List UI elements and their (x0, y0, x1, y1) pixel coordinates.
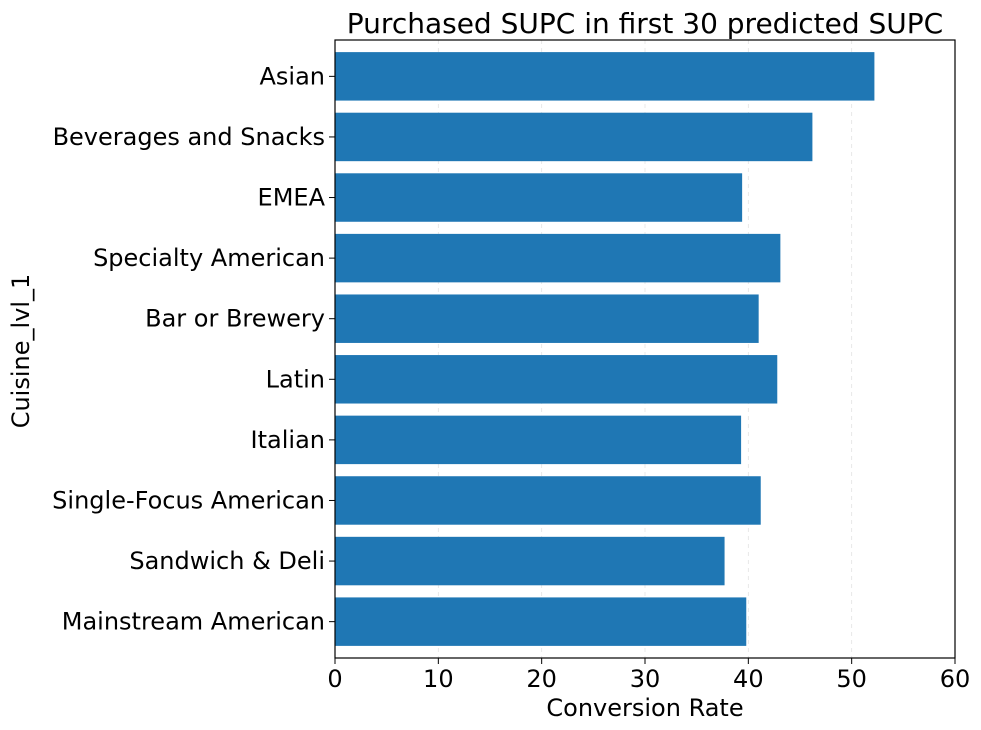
bar (335, 355, 778, 404)
bar (335, 233, 781, 283)
bar (335, 597, 747, 646)
x-tick-label: 50 (836, 665, 867, 693)
bar (335, 52, 875, 101)
y-tick-labels: Asian Beverages and Snacks EMEA Specialty A… (52, 62, 335, 636)
x-tick-label: 20 (526, 665, 557, 693)
bar (335, 112, 813, 162)
x-tick-label: 40 (733, 665, 764, 693)
bar (335, 536, 725, 586)
y-tick-label: Italian (251, 426, 325, 454)
y-tick-label: Sandwich & Deli (129, 547, 325, 575)
y-tick-label: Specialty American (93, 244, 325, 272)
y-tick-label: Latin (266, 365, 325, 393)
x-tick-label: 0 (327, 665, 342, 693)
bar (335, 294, 759, 343)
bar (335, 415, 742, 465)
y-tick-label: Mainstream American (62, 608, 325, 636)
x-tick-label: 30 (630, 665, 661, 693)
bar (335, 476, 761, 525)
y-tick-label: Single-Focus American (52, 486, 325, 514)
y-tick-label: EMEA (258, 184, 326, 212)
bars (335, 52, 875, 646)
y-axis-label: Cuisine_lvl_1 (7, 274, 35, 429)
y-tick-label: Bar or Brewery (145, 305, 325, 333)
x-axis-label: Conversion Rate (546, 694, 743, 722)
x-tick-labels: 0 10 20 30 40 50 60 (327, 658, 970, 693)
x-tick-label: 10 (423, 665, 454, 693)
y-tick-label: Asian (259, 62, 325, 90)
y-tick-label: Beverages and Snacks (53, 123, 325, 151)
x-tick-label: 60 (940, 665, 971, 693)
bar (335, 173, 743, 222)
chart-title: Purchased SUPC in first 30 predicted SUP… (347, 7, 943, 40)
